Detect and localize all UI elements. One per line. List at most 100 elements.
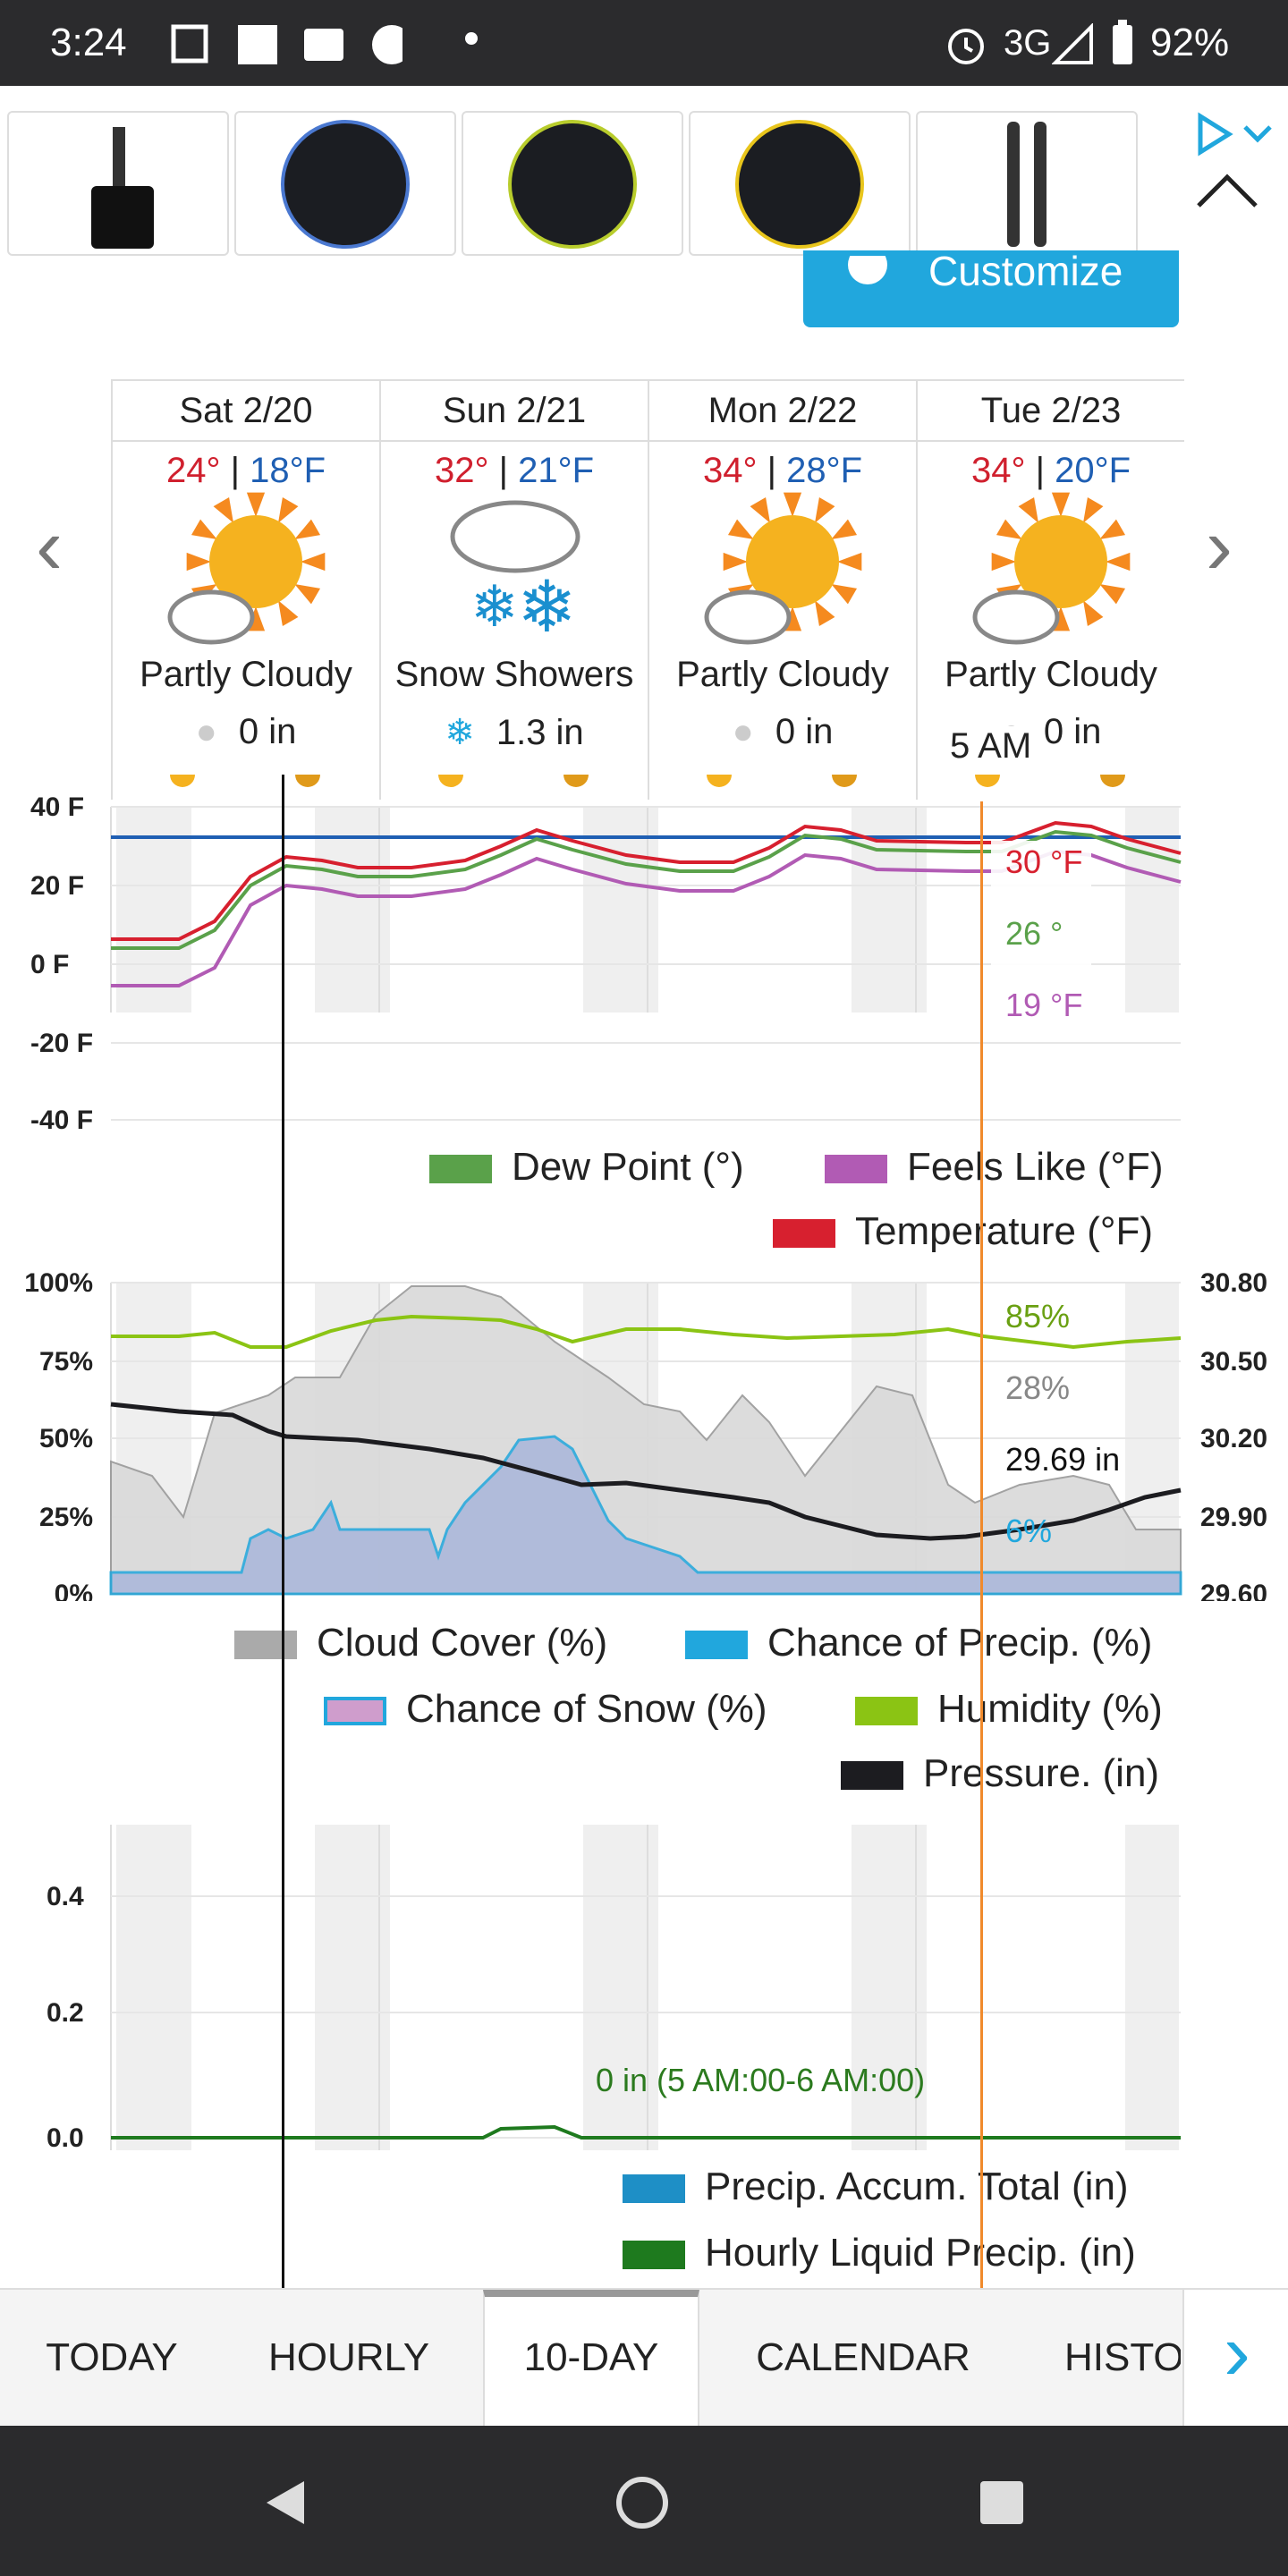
legend-swatch	[234, 1631, 297, 1660]
alarm-icon	[948, 29, 984, 64]
notification-icons	[171, 24, 402, 64]
legend-swatch	[685, 1631, 748, 1660]
next-days-arrow[interactable]: ›	[1206, 502, 1233, 591]
high-temp: 24°	[165, 451, 221, 490]
condition-text: Partly Cloudy	[945, 655, 1157, 694]
cloud-humidity-pressure-chart[interactable]: 100% 75% 50% 25% 0% 30.80 30.50 30.20 29.90 29.60…	[0, 1261, 1288, 1601]
system-nav-bar	[0, 2426, 1288, 2576]
low-temp: 21°F	[518, 451, 595, 490]
tooltip-feels-like: 19 °F	[1005, 987, 1082, 1023]
partly-cloudy-icon	[167, 492, 326, 645]
ad-product-4[interactable]	[689, 111, 911, 256]
tab-hourly[interactable]: HOURLY	[267, 2335, 430, 2379]
tab-calendar[interactable]: CALENDAR	[756, 2335, 970, 2379]
right-y-tick: 29.60	[1200, 1580, 1267, 1601]
recents-icon[interactable]	[977, 2478, 1027, 2528]
tab-10-day[interactable]: 10-DAY	[483, 2290, 699, 2426]
night-band	[852, 1825, 927, 2150]
legend-swatch	[324, 1697, 386, 1726]
tooltip-pressure: 29.69 in	[1005, 1441, 1120, 1478]
hover-crosshair-line	[282, 775, 284, 2288]
snow-showers-icon: ❄❄	[450, 500, 580, 647]
tooltip-cloud-cover: 28%	[1005, 1369, 1070, 1406]
legend-swatch	[855, 1697, 918, 1726]
legend-feels-like[interactable]: Feels Like (°F)	[825, 1145, 1164, 1190]
right-y-tick: 30.20	[1200, 1424, 1267, 1453]
high-temp: 32°	[434, 451, 489, 490]
tooltip-chance-precip: 6%	[1005, 1513, 1052, 1549]
legend-chance-snow[interactable]: Chance of Snow (%)	[324, 1687, 767, 1732]
cloud-cover-area	[110, 1285, 1182, 1595]
night-band	[315, 807, 390, 1013]
svg-text:❄: ❄	[517, 567, 577, 647]
high-temp: 34°	[702, 451, 758, 490]
sun-moon-markers	[707, 775, 857, 787]
legend-cloud-cover[interactable]: Cloud Cover (%)	[234, 1621, 607, 1665]
condition-text: Partly Cloudy	[140, 655, 352, 694]
condition-text: Partly Cloudy	[676, 655, 889, 694]
legend-swatch	[825, 1155, 887, 1184]
left-y-tick: 0%	[55, 1580, 93, 1601]
night-band	[315, 1825, 390, 2150]
high-temp: 34°	[970, 451, 1026, 490]
signal-icon	[1052, 23, 1093, 64]
raindrop-icon: ●	[732, 712, 754, 751]
legend-humidity[interactable]: Humidity (%)	[855, 1687, 1163, 1732]
condition-text: Snow Showers	[394, 655, 634, 694]
legend-dew-point[interactable]: Dew Point (°)	[429, 1145, 744, 1190]
day-name: Sun 2/21	[381, 379, 648, 442]
prev-days-arrow[interactable]: ‹	[36, 502, 63, 591]
legend-swatch	[623, 2174, 685, 2204]
tab-today[interactable]: TODAY	[46, 2335, 178, 2379]
svg-text:❄: ❄	[470, 574, 519, 639]
sun-moon-markers	[975, 775, 1125, 787]
tooltip-dew-point: 26 °	[1005, 915, 1063, 952]
ad-choices-icon[interactable]	[1190, 107, 1279, 233]
tabs-scroll-right-arrow[interactable]: ›	[1182, 2290, 1288, 2426]
snowflake-icon: ❄	[445, 713, 475, 752]
ad-product-3[interactable]	[462, 111, 683, 256]
night-band	[116, 1825, 191, 2150]
day-name: Mon 2/22	[649, 379, 916, 442]
back-icon[interactable]	[259, 2476, 313, 2529]
hourly-liquid-precip-series	[111, 2124, 1181, 2140]
left-y-tick: 75%	[39, 1347, 93, 1377]
legend-temperature[interactable]: Temperature (°F)	[773, 1209, 1153, 1254]
precip-amount: ●0 in	[732, 712, 834, 751]
status-time: 3:24	[50, 21, 127, 64]
customize-button[interactable]: Customize	[803, 248, 1179, 327]
legend-chance-precip[interactable]: Chance of Precip. (%)	[685, 1621, 1152, 1665]
day-column-0[interactable]: Sat 2/20 24° | 18°F Partly Cloudy ● 0 in	[111, 379, 379, 800]
temp-y-tick: -40 F	[30, 1106, 93, 1135]
customize-label: Customize	[928, 248, 1123, 294]
legend-hourly-liquid[interactable]: Hourly Liquid Precip. (in)	[623, 2231, 1136, 2275]
ad-product-5[interactable]	[916, 111, 1138, 256]
sun-moon-markers	[438, 775, 589, 787]
left-y-tick: 100%	[24, 1268, 93, 1298]
precipitation-chart[interactable]: 0.4 0.2 0.0 0 in (5 AM:00-6 AM:00)	[0, 1816, 1288, 2156]
legend-swatch	[841, 1761, 903, 1791]
current-time-line	[980, 801, 983, 2288]
night-band	[583, 807, 658, 1013]
home-icon[interactable]	[614, 2474, 671, 2531]
status-bar: 3:24 3G 92%	[0, 0, 1288, 86]
tab-history[interactable]: HISTO	[1064, 2335, 1181, 2379]
legend-pressure[interactable]: Pressure. (in)	[841, 1751, 1159, 1796]
day-column-1[interactable]: Sun 2/21 32° | 21°F ❄ ❄ Snow Showers ❄ 1.3…	[379, 379, 648, 800]
ad-banner[interactable]	[0, 86, 1288, 265]
daily-forecast-strip: Sat 2/20 24° | 18°F Partly Cloudy ● 0 in …	[111, 379, 1184, 800]
partly-cloudy-icon	[704, 492, 862, 645]
legend-swatch	[429, 1155, 492, 1184]
day-column-2[interactable]: Mon 2/22 34° | 28°F Partly Cloudy ● 0 in	[648, 379, 916, 800]
humidity-series	[111, 1314, 1182, 1350]
day-temps: 34° | 28°F	[702, 451, 863, 490]
day-column-3[interactable]: Tue 2/23 34° | 20°F Partly Cloudy ●0 in	[916, 379, 1184, 800]
sun-moon-markers	[170, 775, 320, 787]
ad-product-2[interactable]	[234, 111, 456, 256]
legend-precip-accum[interactable]: Precip. Accum. Total (in)	[623, 2165, 1129, 2209]
temperature-chart[interactable]: 40 F 20 F 0 F -20 F -40 F 30 °F 26 ° 19 °F	[0, 787, 1288, 1252]
night-band	[583, 1825, 658, 2150]
tooltip-box	[991, 841, 1091, 1016]
dot-icon	[465, 32, 478, 45]
ad-product-1[interactable]	[7, 111, 229, 256]
